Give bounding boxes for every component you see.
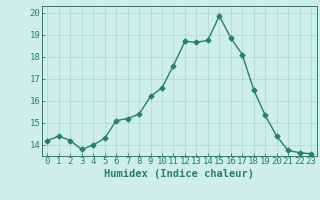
X-axis label: Humidex (Indice chaleur): Humidex (Indice chaleur) xyxy=(104,169,254,179)
